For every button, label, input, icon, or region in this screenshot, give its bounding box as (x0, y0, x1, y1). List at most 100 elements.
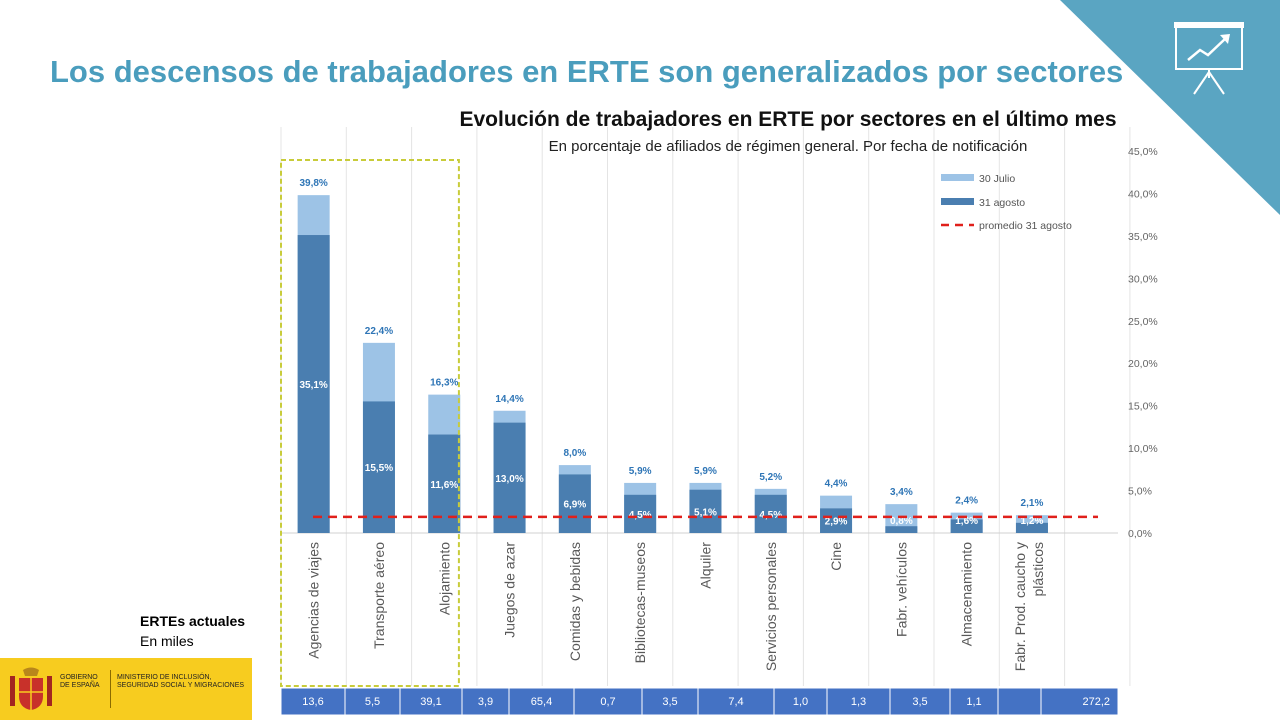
table-cell (461, 687, 510, 716)
legend-label-average: promedio 31 agosto (979, 220, 1072, 232)
table-value: 39,1 (420, 696, 441, 708)
bar-31-agosto (754, 494, 787, 533)
bar-31-agosto (297, 235, 330, 534)
bar-31-agosto (820, 508, 853, 533)
legend-label-31-agosto: 31 agosto (979, 197, 1025, 209)
data-label-30-julio: 22,4% (365, 326, 393, 337)
bar-31-agosto (689, 489, 722, 533)
data-label-31-agosto: 0,8% (890, 516, 913, 527)
category-label: Bibliotecas-museos (632, 542, 648, 663)
category-label: Transporte aéreo (371, 542, 387, 649)
category-label: Almacenamiento (959, 542, 975, 646)
table-value: 3,5 (662, 696, 677, 708)
table-cell (399, 687, 463, 716)
ertes-subtitle: En miles (140, 633, 194, 649)
category-label: plásticos (1030, 542, 1046, 596)
slide-title: Los descensos de trabajadores en ERTE so… (50, 54, 1124, 89)
y-tick-label: 25,0% (1128, 316, 1158, 328)
bar-31-agosto (624, 494, 657, 533)
data-label-30-julio: 4,4% (825, 479, 848, 490)
data-label-30-julio: 3,4% (890, 487, 913, 498)
table-value: 3,5 (912, 696, 927, 708)
data-label-31-agosto: 1,2% (1021, 516, 1044, 527)
chart-title: Evolución de trabajadores en ERTE por se… (459, 108, 1117, 131)
table-cell (773, 687, 828, 716)
gobierno-label: GOBIERNO DE ESPAÑA (60, 674, 100, 689)
bar-31-agosto (493, 422, 526, 533)
data-label-30-julio: 39,8% (299, 178, 327, 189)
table-value: 1,1 (966, 696, 981, 708)
data-label-31-agosto: 5,1% (694, 507, 717, 518)
data-label-31-agosto: 13,0% (495, 474, 523, 485)
y-tick-label: 35,0% (1128, 231, 1158, 243)
data-label-31-agosto: 4,5% (629, 510, 652, 521)
ertes-title: ERTEs actuales (140, 613, 246, 629)
y-tick-label: 20,0% (1128, 358, 1158, 370)
table-cell (889, 687, 951, 716)
legend-label-30-julio: 30 Julio (979, 173, 1015, 185)
y-tick-label: 0,0% (1128, 528, 1152, 540)
category-label: Comidas y bebidas (567, 542, 583, 661)
table-value: 5,5 (365, 696, 380, 708)
data-label-30-julio: 5,9% (694, 466, 717, 477)
bar-31-agosto (558, 474, 591, 533)
table-value: 1,0 (793, 696, 808, 708)
table-value: 7,4 (728, 696, 743, 708)
data-label-30-julio: 8,0% (563, 448, 586, 459)
data-label-30-julio: 2,4% (955, 496, 978, 507)
chart-subtitle: En porcentaje de afiliados de régimen ge… (548, 138, 1028, 155)
ministry-label: MINISTERIO DE INCLUSIÓN, SEGURIDAD SOCIA… (117, 674, 245, 689)
data-label-31-agosto: 4,5% (759, 510, 782, 521)
data-label-31-agosto: 2,9% (825, 517, 848, 528)
bar-31-agosto (950, 519, 983, 533)
table-cell (280, 687, 346, 716)
y-tick-label: 5,0% (1128, 486, 1152, 498)
y-tick-label: 15,0% (1128, 401, 1158, 413)
y-tick-label: 30,0% (1128, 273, 1158, 285)
table-value: 3,9 (478, 696, 493, 708)
trend-chart-icon (1174, 22, 1244, 95)
bar-31-agosto (362, 401, 395, 533)
table-value: 0,7 (600, 696, 615, 708)
bar-31-agosto (885, 526, 918, 533)
y-tick-label: 10,0% (1128, 443, 1158, 455)
coat-of-arms-icon (10, 667, 52, 710)
data-label-30-julio: 5,2% (759, 472, 782, 483)
data-label-31-agosto: 1,6% (955, 516, 978, 527)
logo-divider (110, 670, 111, 708)
table-cell (826, 687, 891, 716)
data-label-30-julio: 2,1% (1021, 498, 1044, 509)
government-logo-block: GOBIERNO DE ESPAÑA MINISTERIO DE INCLUSI… (0, 658, 252, 720)
data-label-31-agosto: 11,6% (430, 480, 458, 491)
category-label: Agencias de viajes (306, 542, 322, 659)
data-label-30-julio: 5,9% (629, 466, 652, 477)
legend-swatch-31-agosto (941, 198, 974, 205)
category-label: Alquiler (697, 542, 713, 589)
category-label: Fabr. Prod. caucho y (1012, 542, 1028, 671)
bar-31-agosto (1015, 522, 1048, 533)
category-label: Juegos de azar (502, 542, 518, 638)
category-label: Cine (828, 542, 844, 571)
table-value: 65,4 (531, 696, 552, 708)
table-value: 1,3 (851, 696, 866, 708)
table-cell (641, 687, 699, 716)
table-cell (997, 687, 1042, 716)
table-cell (573, 687, 643, 716)
category-label: Fabr. vehículos (893, 542, 909, 637)
corner-decoration (1060, 0, 1280, 215)
y-tick-label: 45,0% (1128, 146, 1158, 158)
highlight-box (280, 159, 460, 687)
table-value: 272,2 (1082, 696, 1110, 708)
y-tick-label: 40,0% (1128, 188, 1158, 200)
legend-swatch-30-julio (941, 174, 974, 181)
data-label-31-agosto: 35,1% (299, 380, 327, 391)
table-cell (1040, 687, 1119, 716)
data-label-30-julio: 14,4% (495, 394, 523, 405)
category-label: Alojamiento (436, 542, 452, 615)
table-value: 13,6 (302, 696, 323, 708)
category-label: Servicios personales (763, 542, 779, 671)
data-label-30-julio: 16,3% (430, 378, 458, 389)
data-label-31-agosto: 15,5% (365, 463, 393, 474)
data-label-31-agosto: 6,9% (563, 500, 586, 511)
